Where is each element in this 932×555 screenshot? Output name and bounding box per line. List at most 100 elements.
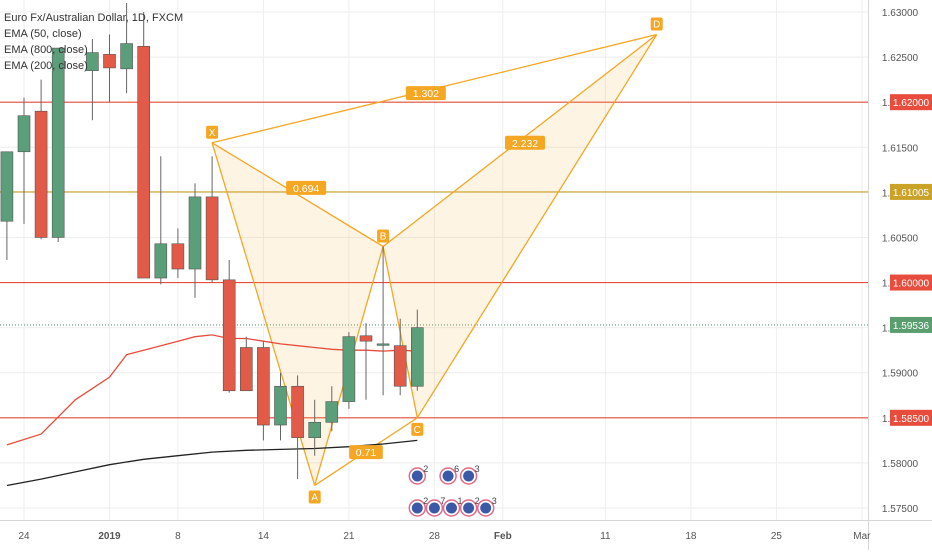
pattern-point-c[interactable]: C [411, 422, 424, 436]
economic-event-marker[interactable]: 2 [459, 496, 480, 517]
candle[interactable] [359, 323, 373, 400]
level-badge-label: 1.58500 [893, 414, 930, 425]
level-badge-bg [890, 274, 932, 291]
candle[interactable] [274, 372, 287, 441]
candle[interactable] [205, 156, 219, 283]
pattern-ratio[interactable]: 2.232 [505, 135, 546, 150]
candle[interactable] [240, 336, 253, 392]
candle-body [240, 347, 253, 392]
candle[interactable] [17, 97, 31, 224]
candle[interactable] [0, 151, 14, 260]
economic-event-marker[interactable]: 7 [425, 496, 445, 517]
level-badge-label: 1.60000 [893, 279, 930, 290]
candle[interactable] [188, 183, 202, 298]
candle[interactable] [342, 332, 356, 409]
level-badge-bg [890, 316, 932, 333]
event-count: 1 [458, 496, 463, 506]
pattern-ratio[interactable]: 0.71 [349, 445, 383, 460]
candle[interactable] [222, 260, 236, 393]
time-tick-label: Mar [853, 531, 871, 542]
ema-line[interactable] [6, 334, 418, 446]
candle-body [205, 196, 219, 281]
level-badge-label: 1.62000 [893, 98, 930, 109]
price-level-badge[interactable]: 1.58500 [890, 409, 932, 426]
pattern-ratio[interactable]: 0.694 [286, 180, 327, 195]
pattern-point-badge [308, 490, 321, 504]
candle-body [137, 45, 150, 279]
pattern-ratio-label: 2.232 [512, 138, 538, 150]
price-level-badge[interactable]: 1.61005 [890, 183, 932, 200]
candle[interactable] [154, 156, 168, 285]
candle-body [342, 336, 356, 402]
price-level-badge[interactable]: 1.62000 [890, 94, 932, 111]
candle[interactable] [393, 318, 407, 396]
candle-body [171, 243, 185, 270]
pattern-ratio[interactable]: 1.302 [405, 86, 446, 101]
candle[interactable] [86, 39, 99, 121]
time-tick-label: Feb [494, 531, 512, 542]
candle-body [154, 243, 168, 279]
candle[interactable] [103, 34, 116, 103]
event-count: 6 [454, 464, 459, 474]
pattern-triangle-bcd [383, 34, 657, 418]
economic-event-marker[interactable]: 2 [408, 496, 428, 517]
price-level-badge[interactable]: 1.59536 [890, 316, 932, 333]
economic-event-marker[interactable]: 1 [442, 496, 463, 517]
economic-event-marker[interactable]: 2 [408, 464, 428, 485]
candle-body [376, 343, 390, 346]
price-axis[interactable]: 1.575001.580001.585001.590001.595001.600… [882, 8, 932, 515]
price-tick-label: 1.61500 [882, 143, 919, 154]
candle[interactable] [291, 375, 304, 480]
candle-body [86, 52, 99, 71]
price-tick-label: 1.62500 [882, 53, 919, 64]
economic-event-marker[interactable]: 3 [459, 464, 480, 485]
candle[interactable] [120, 2, 133, 94]
flag-icon [442, 470, 454, 482]
pattern-point-x[interactable]: X [206, 125, 219, 139]
candle-body [17, 115, 31, 153]
event-markers[interactable]: 2 6 32 7 1 2 3 [408, 464, 497, 517]
candle[interactable] [51, 47, 65, 242]
candles[interactable] [0, 2, 424, 480]
candle-body [222, 279, 236, 392]
pattern-ratio-badge [505, 135, 546, 150]
flag-icon [428, 502, 440, 514]
economic-event-marker[interactable]: 3 [476, 496, 497, 517]
candle[interactable] [325, 386, 339, 432]
price-level-badge[interactable]: 1.60000 [890, 274, 932, 291]
pattern-ratio-badge [286, 180, 327, 195]
level-badge-bg [890, 183, 932, 200]
time-tick-label: 8 [175, 531, 181, 542]
pattern-point-d[interactable]: D [650, 17, 663, 31]
candle-body [257, 347, 270, 426]
event-count: 2 [423, 464, 428, 474]
candle-body [325, 401, 339, 423]
candle-body [0, 151, 14, 222]
candle-body [103, 54, 116, 69]
time-tick-label: 28 [429, 531, 441, 542]
candle[interactable] [137, 12, 150, 279]
flag-icon [411, 502, 423, 514]
pattern-point-badge [377, 229, 390, 243]
ema-line[interactable] [6, 439, 418, 487]
candle[interactable] [171, 228, 185, 279]
candle[interactable] [257, 341, 270, 441]
pattern-leg-cd[interactable] [416, 34, 658, 419]
level-badge-label: 1.61005 [893, 188, 930, 199]
pattern-point-a[interactable]: A [308, 490, 321, 504]
price-tick-label: 1.58000 [882, 459, 919, 470]
pattern-ratio-label: 1.302 [413, 88, 439, 100]
candle[interactable] [308, 399, 322, 456]
pattern-point-b[interactable]: B [377, 229, 390, 243]
pattern-labels[interactable]: X A B C D 0.694 1.302 2.232 0.71 [206, 17, 663, 504]
flag-icon [411, 470, 423, 482]
candle[interactable] [34, 79, 48, 240]
economic-event-marker[interactable]: 6 [439, 464, 459, 485]
time-axis[interactable]: 24 2019 8 14 21 28 Feb 11 18 25 Mar [18, 531, 871, 542]
candle[interactable] [376, 246, 390, 396]
harmonic-pattern[interactable] [211, 33, 658, 486]
candle-body [34, 110, 48, 238]
candle[interactable] [410, 309, 424, 391]
